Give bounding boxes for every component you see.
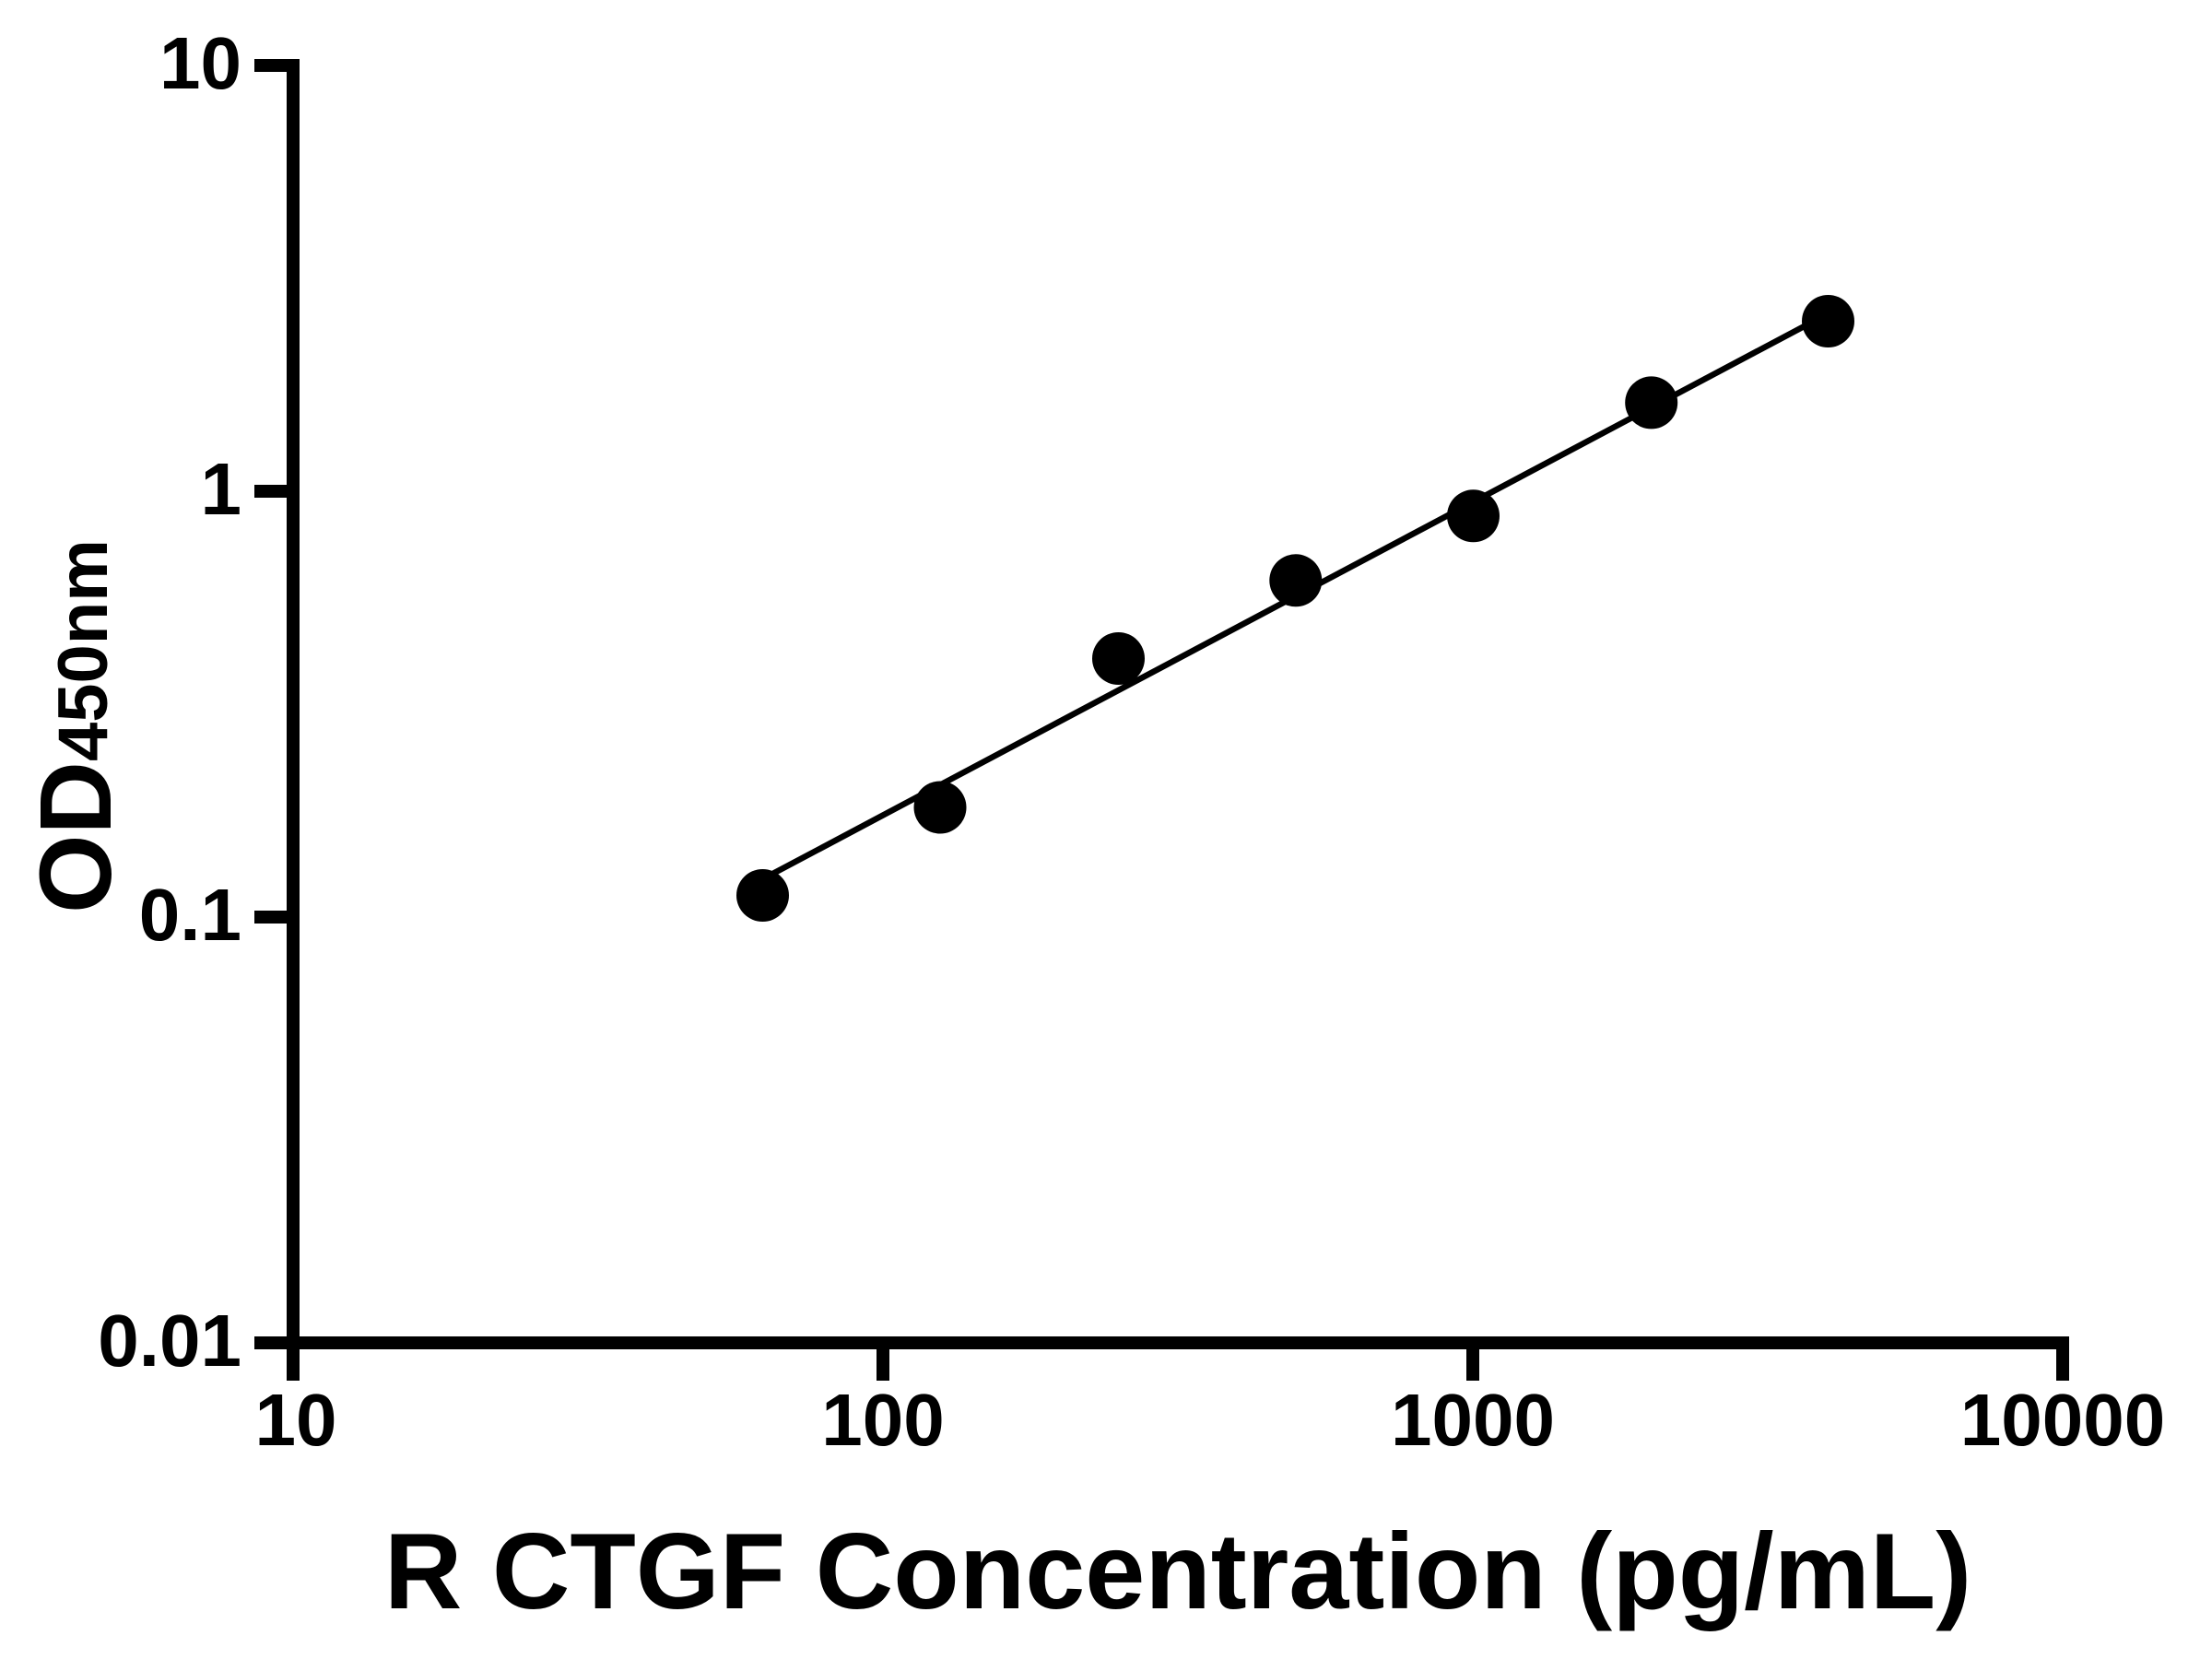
svg-text:0.01: 0.01 [98, 1300, 241, 1382]
svg-text:1: 1 [201, 448, 242, 530]
svg-text:10: 10 [159, 22, 241, 104]
svg-text:1000: 1000 [1391, 1379, 1555, 1461]
svg-text:10000: 10000 [1960, 1379, 2165, 1461]
svg-text:0.1: 0.1 [139, 874, 241, 956]
svg-text:100: 100 [821, 1379, 944, 1461]
svg-text:10: 10 [255, 1379, 337, 1461]
svg-text:R CTGF Concentration (pg/mL): R CTGF Concentration (pg/mL) [384, 1511, 1971, 1631]
